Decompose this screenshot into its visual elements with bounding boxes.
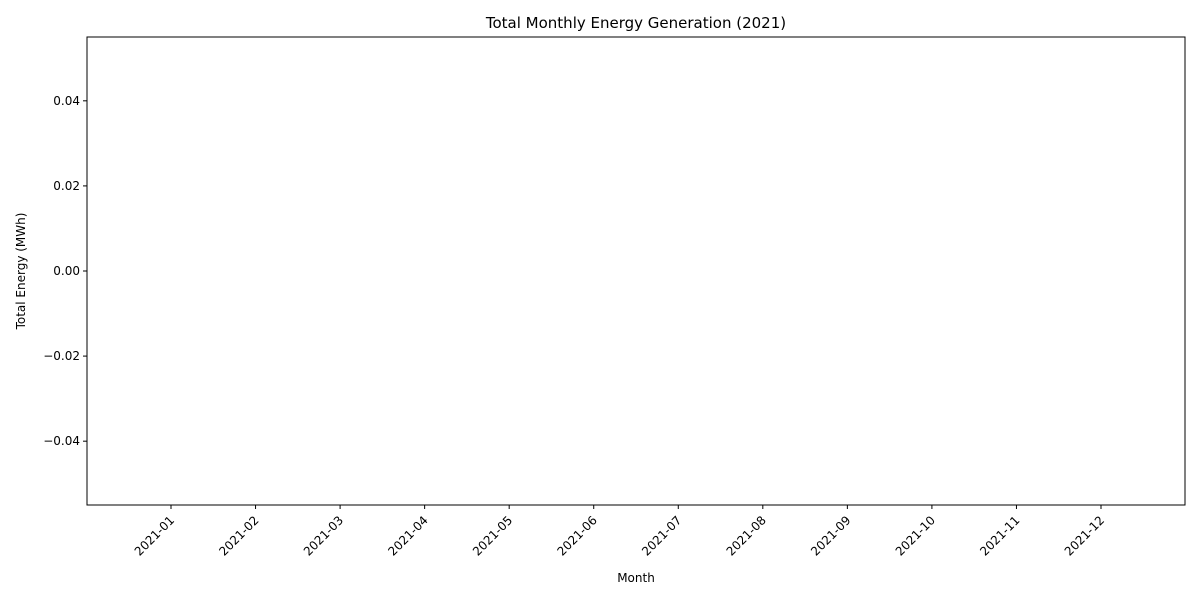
y-tick-label: −0.02 xyxy=(43,349,80,363)
x-tick-label: 2021-04 xyxy=(385,513,430,558)
x-tick-label: 2021-12 xyxy=(1062,513,1107,558)
y-axis-label: Total Energy (MWh) xyxy=(14,213,28,331)
y-tick-label: 0.00 xyxy=(53,264,80,278)
y-axis: −0.04 −0.02 0.00 0.02 0.04 xyxy=(43,94,87,448)
x-axis-label: Month xyxy=(617,571,655,585)
x-tick-label: 2021-08 xyxy=(724,513,769,558)
x-tick-label: 2021-06 xyxy=(554,513,599,558)
chart-title: Total Monthly Energy Generation (2021) xyxy=(485,14,786,32)
y-tick-label: −0.04 xyxy=(43,434,80,448)
plot-frame xyxy=(86,36,1186,506)
x-tick-label: 2021-07 xyxy=(639,513,684,558)
x-tick-label: 2021-09 xyxy=(808,513,853,558)
x-tick-label: 2021-05 xyxy=(470,513,515,558)
x-tick-label: 2021-01 xyxy=(132,513,177,558)
x-tick-label: 2021-02 xyxy=(216,513,261,558)
x-tick-label: 2021-11 xyxy=(977,513,1022,558)
x-axis: 2021-01 2021-02 2021-03 2021-04 2021-05 2021-… xyxy=(132,505,1107,559)
y-tick-label: 0.02 xyxy=(53,179,80,193)
x-tick-label: 2021-10 xyxy=(893,513,938,558)
x-tick-label: 2021-03 xyxy=(301,513,346,558)
y-tick-label: 0.04 xyxy=(53,94,80,108)
